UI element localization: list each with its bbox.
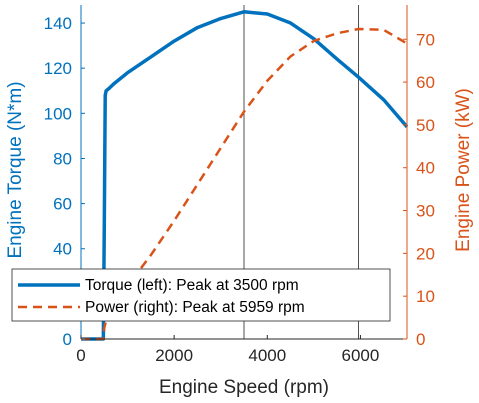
y-left-tick-label-2: 40 xyxy=(53,240,72,259)
ticks-layer: 0200040006000020406080100120140010203040… xyxy=(44,14,435,365)
y-axis-label-right: Engine Power (kW) xyxy=(453,88,474,252)
legend-label-torque: Torque (left): Peak at 3500 rpm xyxy=(85,277,299,294)
x-tick-label-3: 6000 xyxy=(342,346,380,365)
y-right-tick-label-2: 20 xyxy=(416,244,435,263)
y-right-tick-label-1: 10 xyxy=(416,287,435,306)
torque-series-line xyxy=(81,10,409,341)
y-right-tick-label-7: 70 xyxy=(416,30,435,49)
y-left-tick-label-5: 100 xyxy=(44,104,72,123)
y-left-tick-label-0: 0 xyxy=(63,330,72,349)
y-left-tick-label-6: 120 xyxy=(44,59,72,78)
legend-label-power: Power (right): Peak at 5959 rpm xyxy=(85,299,305,316)
legend-box xyxy=(11,268,391,322)
x-tick-label-1: 2000 xyxy=(155,346,193,365)
y-right-tick-label-0: 0 xyxy=(416,330,425,349)
y-left-tick-label-7: 140 xyxy=(44,14,72,33)
y-right-tick-label-5: 50 xyxy=(416,116,435,135)
y-right-tick-label-3: 30 xyxy=(416,202,435,221)
y-left-tick-label-4: 80 xyxy=(53,149,72,168)
power-series-line xyxy=(81,27,408,341)
x-axis-label: Engine Speed (rpm) xyxy=(159,377,329,398)
y-left-tick-label-3: 60 xyxy=(53,195,72,214)
y-right-tick-label-6: 60 xyxy=(416,73,435,92)
y-axis-label-left: Engine Torque (N*m) xyxy=(5,81,26,258)
x-tick-label-2: 4000 xyxy=(248,346,286,365)
series-layer xyxy=(81,10,409,341)
y-right-tick-label-4: 40 xyxy=(416,159,435,178)
legend: Torque (left): Peak at 3500 rpm Power (ri… xyxy=(11,268,391,322)
x-tick-label-0: 0 xyxy=(76,346,85,365)
